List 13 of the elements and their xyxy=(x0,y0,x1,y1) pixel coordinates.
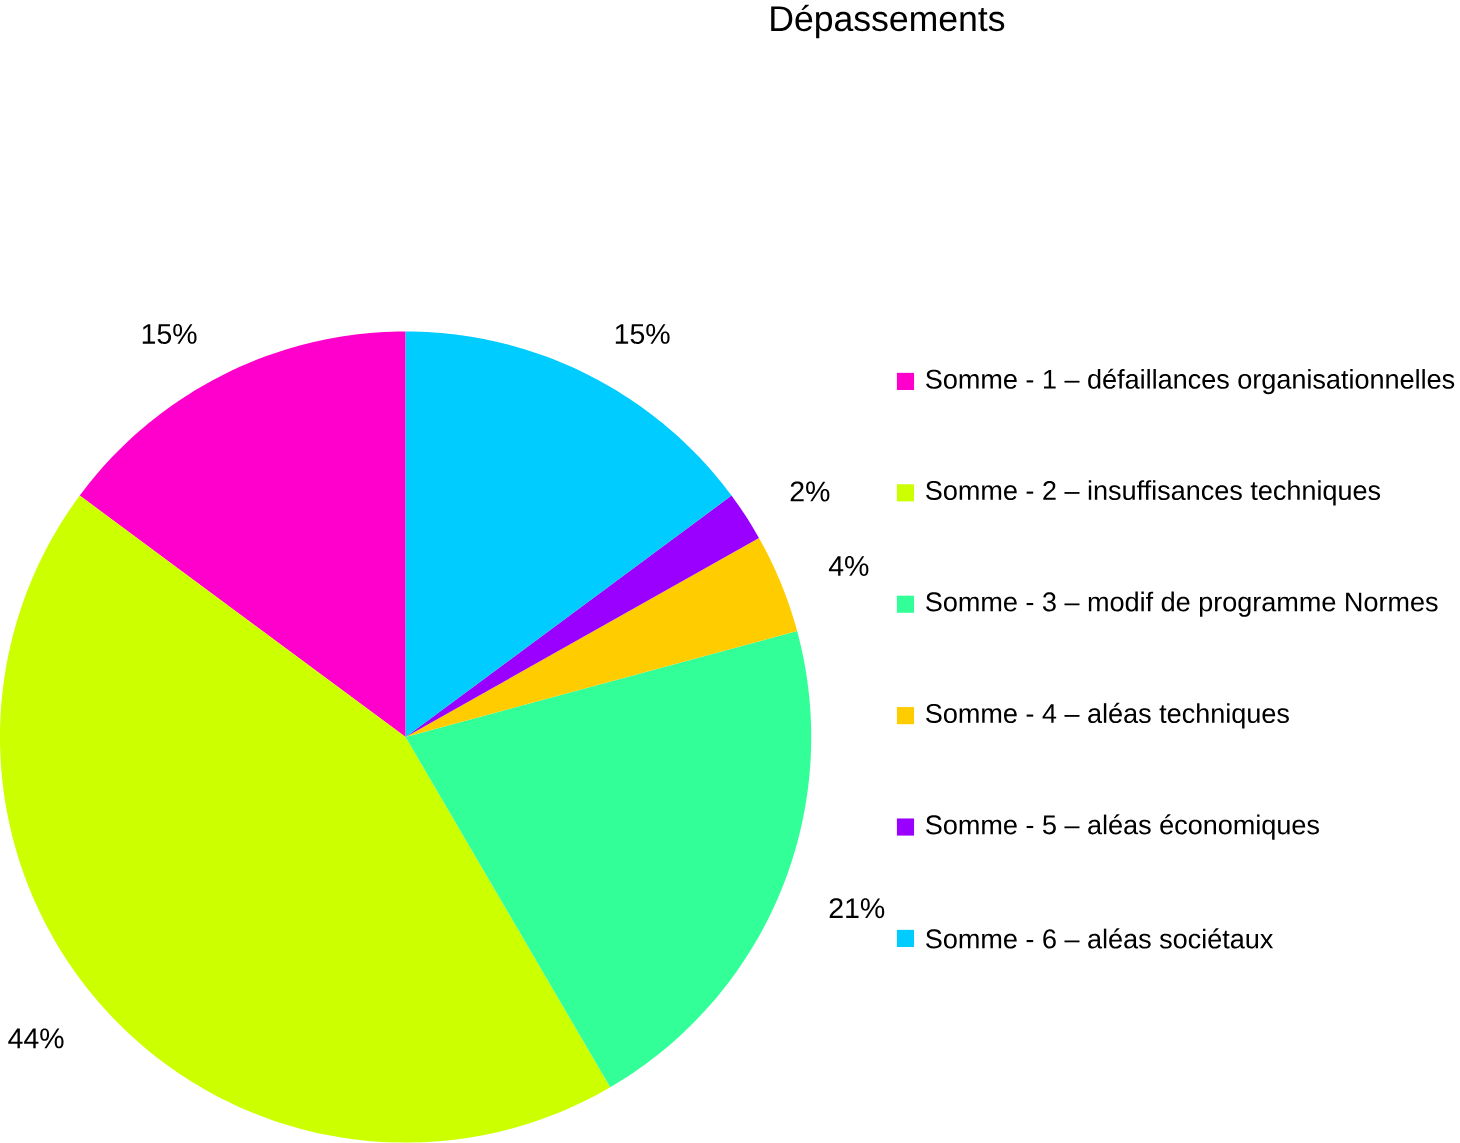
data-label: 2% xyxy=(790,481,830,502)
legend-label: Somme - 5 – aléas économiques xyxy=(926,814,1319,840)
data-label: 15% xyxy=(615,324,670,345)
legend-label: Somme - 6 – aléas sociétaux xyxy=(926,928,1274,949)
data-label: 44% xyxy=(8,1028,64,1049)
chart-title: Dépassements xyxy=(771,4,1005,39)
legend-label: Somme - 2 – insuffisances techniques xyxy=(926,480,1381,506)
legend-label: Somme - 1 – défaillances organisationnelles xyxy=(926,368,1455,395)
legend-label: Somme - 3 – modif de programme Normes xyxy=(926,591,1438,617)
legend-label: Somme - 4 – aléas techniques xyxy=(926,703,1289,729)
data-label: 4% xyxy=(828,556,869,577)
data-label: 15% xyxy=(142,324,197,345)
data-label: 21% xyxy=(829,898,885,919)
